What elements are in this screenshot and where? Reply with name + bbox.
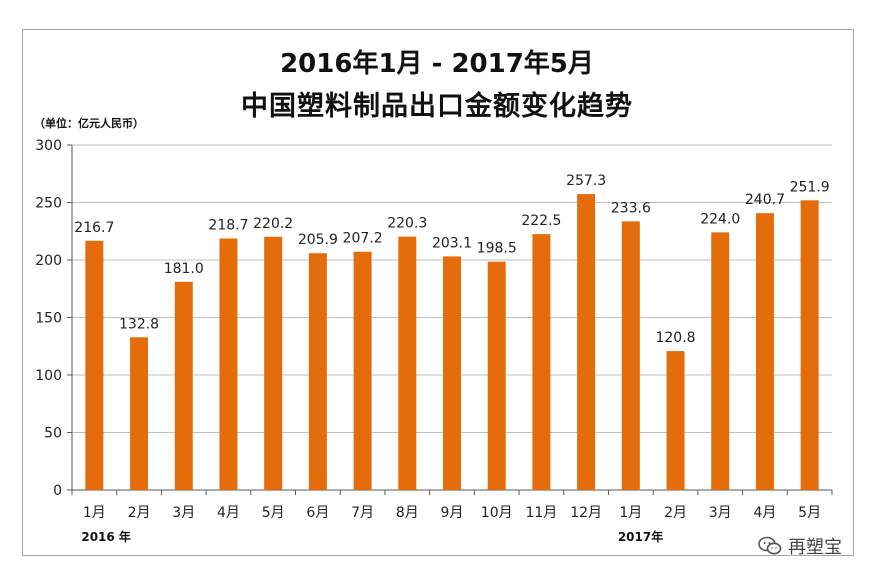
bar bbox=[487, 261, 506, 490]
watermark-text: 再塑宝 bbox=[788, 537, 842, 558]
data-label: 132.8 bbox=[119, 316, 159, 332]
x-tick-label: 10月 bbox=[481, 505, 513, 521]
data-label: 233.6 bbox=[611, 200, 651, 216]
x-tick-labels: 1月 2月 3月 4月 5月 6月 7月 8月 9月 10月 11月 12月 1月 2月 3月 4月 5月 bbox=[83, 505, 821, 521]
data-label: 198.5 bbox=[477, 241, 517, 257]
data-label: 216.7 bbox=[74, 220, 114, 236]
data-label: 224.0 bbox=[700, 211, 740, 227]
data-label: 220.3 bbox=[387, 216, 427, 232]
x-tick-label: 8月 bbox=[396, 505, 419, 521]
bar bbox=[398, 236, 417, 490]
bar bbox=[264, 236, 283, 490]
x-tick-label: 7月 bbox=[351, 505, 374, 521]
year-label: 2017年 bbox=[617, 530, 664, 544]
bar bbox=[577, 194, 596, 491]
data-label: 218.7 bbox=[208, 217, 248, 233]
y-tick-label: 100 bbox=[35, 368, 62, 384]
x-tick-label: 1月 bbox=[619, 505, 642, 521]
bar bbox=[85, 240, 104, 490]
chart-title: 2016年1月 - 2017年5月 bbox=[280, 49, 594, 79]
y-tick-label: 50 bbox=[44, 426, 62, 442]
x-tick-label: 2月 bbox=[664, 505, 687, 521]
bar bbox=[308, 253, 327, 490]
data-label: 220.2 bbox=[253, 216, 293, 232]
x-tick-label: 5月 bbox=[798, 505, 821, 521]
x-tick-label: 6月 bbox=[306, 505, 329, 521]
bar bbox=[666, 351, 685, 490]
bar bbox=[353, 251, 372, 490]
bar bbox=[219, 238, 238, 490]
bar bbox=[711, 232, 730, 490]
x-tick-label: 4月 bbox=[753, 505, 776, 521]
data-label: 240.7 bbox=[745, 192, 785, 208]
x-tick-label: 12月 bbox=[570, 505, 602, 521]
wechat-icon bbox=[758, 536, 782, 555]
data-label: 120.8 bbox=[655, 330, 695, 346]
y-tick-label: 0 bbox=[53, 483, 62, 499]
y-tick-label: 150 bbox=[35, 311, 62, 327]
x-tick-label: 9月 bbox=[441, 505, 464, 521]
bar bbox=[174, 281, 193, 490]
bar bbox=[443, 256, 461, 490]
data-label: 257.3 bbox=[566, 173, 606, 189]
x-tick-label: 3月 bbox=[709, 505, 732, 521]
watermark: 再塑宝 bbox=[758, 533, 842, 559]
chart-subtitle: 中国塑料制品出口金额变化趋势 bbox=[241, 91, 633, 122]
x-tick-label: 3月 bbox=[172, 505, 195, 521]
data-label: 203.1 bbox=[432, 235, 472, 251]
bar bbox=[621, 221, 640, 491]
value-labels: 216.7 132.8 181.0 218.7 220.2 205.9 207.2220.3… bbox=[74, 173, 829, 346]
x-tick-label: 1月 bbox=[83, 505, 106, 521]
data-label: 205.9 bbox=[298, 232, 338, 248]
data-label: 251.9 bbox=[790, 179, 830, 195]
y-tick-label: 200 bbox=[35, 253, 62, 269]
x-tick-label: 5月 bbox=[262, 505, 285, 521]
x-tick-label: 11月 bbox=[525, 505, 557, 521]
x-tick-label: 4月 bbox=[217, 505, 240, 521]
year-label: 2016 年 bbox=[81, 530, 131, 544]
unit-label: （单位：亿元人民币） bbox=[34, 117, 144, 130]
bars bbox=[85, 194, 819, 491]
bar bbox=[755, 213, 774, 490]
bar bbox=[532, 234, 551, 490]
data-label: 181.0 bbox=[164, 261, 204, 277]
bar bbox=[800, 200, 819, 490]
bar bbox=[130, 337, 149, 490]
data-label: 222.5 bbox=[521, 213, 561, 229]
data-label: 207.2 bbox=[343, 231, 383, 247]
y-tick-label: 250 bbox=[35, 196, 62, 212]
y-tick-labels: 0 50 100 150 200 250 300 bbox=[35, 138, 62, 499]
y-tick-label: 300 bbox=[35, 138, 62, 154]
x-tick-label: 2月 bbox=[128, 505, 151, 521]
